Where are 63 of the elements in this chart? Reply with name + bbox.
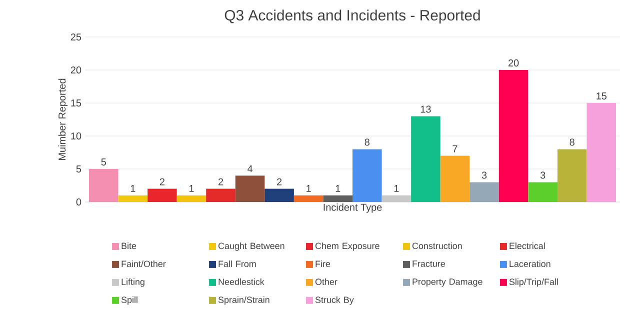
bar [352,149,382,202]
legend-label: Property Damage [412,278,482,287]
y-tick-label: 5 [76,166,82,172]
data-label: 1 [336,185,340,192]
data-label: 1 [130,185,136,192]
data-label: 20 [508,59,519,66]
legend-label: Fire [316,260,330,268]
legend-label: Other [315,278,338,286]
bar [264,188,294,202]
bar [235,176,265,202]
bar [470,182,499,202]
data-label: 8 [364,138,370,146]
legend-label: Struck By [315,296,354,305]
legend-label: Fracture [412,260,445,267]
legend-label: Chem Exposure [315,242,380,251]
data-label: 1 [394,185,399,192]
bar [89,169,118,202]
bar [411,116,440,202]
data-label: 15 [596,92,606,100]
legend-label: Laceration [510,260,550,268]
bar [528,182,558,202]
y-tick-label: 10 [71,132,82,140]
y-tick-label: 25 [70,33,82,41]
bar [323,195,353,202]
y-tick-label: 0 [76,198,82,206]
data-label: 8 [570,138,574,146]
bar [382,195,412,202]
bar [440,156,470,202]
legend-label: Construction [412,242,462,250]
data-label: 1 [306,185,311,192]
legend-label: Spill [121,296,138,305]
bar [557,149,587,202]
data-label: 5 [101,158,106,166]
legend-label: Bite [122,242,136,250]
legend-label: Slip/Trip/Fall [509,278,558,287]
bar [294,195,324,202]
data-label: 3 [482,172,487,179]
data-label: 2 [160,178,164,186]
legend-label: Sprain/Strain [218,296,270,305]
chart-title: Q3 Accidents and Incidents - Reported [224,10,480,24]
legend-label: Fall From [218,260,256,268]
legend-label: Lifting [122,278,144,287]
data-label: 1 [189,185,194,192]
bar [148,188,177,202]
legend-label: Caught Between [218,242,284,251]
bar [118,195,148,202]
legend-label: Faint/Other [122,260,166,268]
data-label: 2 [277,178,282,186]
x-axis-title: Incident Type [324,204,382,213]
legend-label: Needlestick [218,278,264,286]
data-label: 7 [452,145,458,152]
bar [176,195,206,202]
bar [498,70,528,202]
data-label: 3 [540,172,546,179]
data-label: 13 [420,106,431,113]
y-tick-label: 20 [70,66,82,74]
y-tick-label: 15 [71,100,82,106]
bar [206,188,236,202]
legend-label: Electrical [510,242,545,250]
data-label: 2 [218,178,224,186]
y-axis-title: Muimber Reported [58,78,68,160]
bar [586,103,616,202]
data-label: 4 [247,165,253,172]
